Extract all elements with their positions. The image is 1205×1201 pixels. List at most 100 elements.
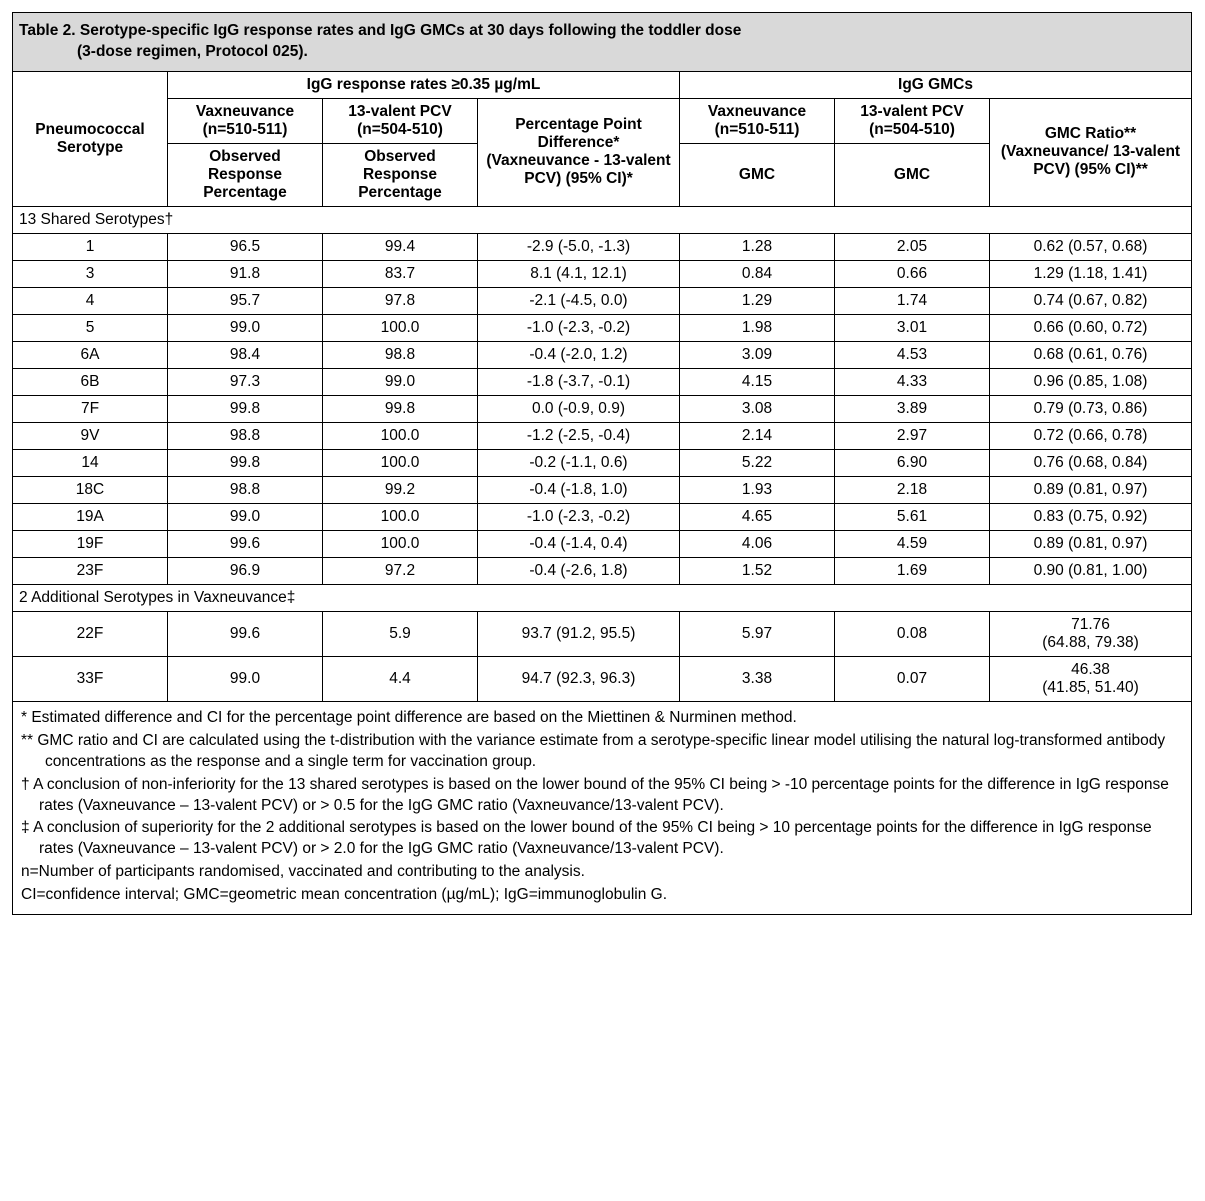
cell-vax-gmc: 5.97 (680, 611, 835, 656)
cell-pcv-pct: 4.4 (323, 656, 478, 701)
hdr-gmc1: GMC (680, 143, 835, 206)
cell-ratio: 0.89 (0.81, 0.97) (990, 476, 1192, 503)
table-row: 599.0100.0-1.0 (-2.3, -0.2)1.983.010.66 … (13, 314, 1192, 341)
cell-diff: 0.0 (-0.9, 0.9) (478, 395, 680, 422)
cell-pcv-gmc: 3.01 (835, 314, 990, 341)
cell-vax-gmc: 4.06 (680, 530, 835, 557)
footnote-f: CI=confidence interval; GMC=geometric me… (21, 885, 1183, 906)
cell-diff: -0.4 (-2.6, 1.8) (478, 557, 680, 584)
cell-pcv-pct: 100.0 (323, 314, 478, 341)
table-row: 19F99.6100.0-0.4 (-1.4, 0.4)4.064.590.89… (13, 530, 1192, 557)
cell-ratio: 0.62 (0.57, 0.68) (990, 233, 1192, 260)
cell-serotype: 3 (13, 260, 168, 287)
cell-diff: 94.7 (92.3, 96.3) (478, 656, 680, 701)
table-row: 1499.8100.0-0.2 (-1.1, 0.6)5.226.900.76 … (13, 449, 1192, 476)
cell-diff: -0.2 (-1.1, 0.6) (478, 449, 680, 476)
cell-vax-pct: 99.6 (168, 611, 323, 656)
hdr-vax-rates: Vaxneuvance (n=510-511) (168, 98, 323, 143)
cell-vax-pct: 99.8 (168, 395, 323, 422)
table-row: 9V98.8100.0-1.2 (-2.5, -0.4)2.142.970.72… (13, 422, 1192, 449)
cell-pcv-gmc: 0.07 (835, 656, 990, 701)
table-row: 7F99.899.80.0 (-0.9, 0.9)3.083.890.79 (0… (13, 395, 1192, 422)
cell-vax-pct: 91.8 (168, 260, 323, 287)
cell-vax-pct: 99.8 (168, 449, 323, 476)
cell-pcv-pct: 99.4 (323, 233, 478, 260)
cell-pcv-pct: 99.0 (323, 368, 478, 395)
cell-vax-gmc: 0.84 (680, 260, 835, 287)
cell-serotype: 5 (13, 314, 168, 341)
table-row: 196.599.4-2.9 (-5.0, -1.3)1.282.050.62 (… (13, 233, 1192, 260)
table-row: 18C98.899.2-0.4 (-1.8, 1.0)1.932.180.89 … (13, 476, 1192, 503)
cell-pcv-gmc: 2.05 (835, 233, 990, 260)
cell-pcv-pct: 98.8 (323, 341, 478, 368)
cell-ratio: 0.83 (0.75, 0.92) (990, 503, 1192, 530)
cell-vax-pct: 96.9 (168, 557, 323, 584)
cell-pcv-pct: 99.2 (323, 476, 478, 503)
cell-vax-gmc: 3.08 (680, 395, 835, 422)
cell-vax-pct: 99.0 (168, 314, 323, 341)
hdr-serotype: Pneumococcal Serotype (13, 71, 168, 206)
cell-ratio: 0.90 (0.81, 1.00) (990, 557, 1192, 584)
hdr-gmcs: IgG GMCs (680, 71, 1192, 98)
cell-ratio: 0.89 (0.81, 0.97) (990, 530, 1192, 557)
cell-diff: 93.7 (91.2, 95.5) (478, 611, 680, 656)
table-row: 33F99.04.494.7 (92.3, 96.3)3.380.0746.38… (13, 656, 1192, 701)
cell-ratio: 0.68 (0.61, 0.76) (990, 341, 1192, 368)
cell-pcv-gmc: 0.66 (835, 260, 990, 287)
cell-serotype: 22F (13, 611, 168, 656)
cell-vax-pct: 97.3 (168, 368, 323, 395)
cell-diff: -2.9 (-5.0, -1.3) (478, 233, 680, 260)
cell-vax-pct: 99.0 (168, 656, 323, 701)
title-line1: Table 2. Serotype-specific IgG response … (19, 22, 741, 39)
cell-vax-gmc: 3.09 (680, 341, 835, 368)
cell-pcv-gmc: 4.33 (835, 368, 990, 395)
cell-pcv-pct: 99.8 (323, 395, 478, 422)
table-row: 495.797.8-2.1 (-4.5, 0.0)1.291.740.74 (0… (13, 287, 1192, 314)
cell-vax-gmc: 5.22 (680, 449, 835, 476)
cell-pcv-pct: 100.0 (323, 503, 478, 530)
hdr-rates: IgG response rates ≥0.35 µg/mL (168, 71, 680, 98)
cell-serotype: 19F (13, 530, 168, 557)
cell-diff: -1.0 (-2.3, -0.2) (478, 503, 680, 530)
cell-vax-pct: 95.7 (168, 287, 323, 314)
cell-pcv-gmc: 1.69 (835, 557, 990, 584)
cell-vax-gmc: 1.28 (680, 233, 835, 260)
cell-vax-gmc: 1.29 (680, 287, 835, 314)
cell-ratio: 46.38(41.85, 51.40) (990, 656, 1192, 701)
cell-vax-pct: 98.8 (168, 422, 323, 449)
cell-pcv-pct: 100.0 (323, 422, 478, 449)
cell-ratio: 71.76(64.88, 79.38) (990, 611, 1192, 656)
cell-vax-gmc: 3.38 (680, 656, 835, 701)
cell-diff: -1.8 (-3.7, -0.1) (478, 368, 680, 395)
cell-serotype: 4 (13, 287, 168, 314)
cell-pcv-gmc: 2.18 (835, 476, 990, 503)
cell-pcv-gmc: 6.90 (835, 449, 990, 476)
cell-diff: -0.4 (-1.4, 0.4) (478, 530, 680, 557)
table-row: 19A99.0100.0-1.0 (-2.3, -0.2)4.655.610.8… (13, 503, 1192, 530)
title-line2: (3-dose regimen, Protocol 025). (19, 43, 308, 60)
cell-pcv-pct: 97.8 (323, 287, 478, 314)
footnote-d: ‡ A conclusion of superiority for the 2 … (21, 818, 1183, 860)
hdr-ratio: GMC Ratio** (Vaxneuvance/ 13-valent PCV)… (990, 98, 1192, 206)
cell-ratio: 0.66 (0.60, 0.72) (990, 314, 1192, 341)
cell-vax-pct: 98.4 (168, 341, 323, 368)
footnote-b: ** GMC ratio and CI are calculated using… (21, 731, 1183, 773)
hdr-obs1: Observed Response Percentage (168, 143, 323, 206)
cell-pcv-gmc: 0.08 (835, 611, 990, 656)
cell-vax-pct: 98.8 (168, 476, 323, 503)
cell-serotype: 23F (13, 557, 168, 584)
cell-pcv-gmc: 3.89 (835, 395, 990, 422)
footnote-a: * Estimated difference and CI for the pe… (21, 708, 1183, 729)
cell-vax-pct: 96.5 (168, 233, 323, 260)
hdr-pcv-gmc: 13-valent PCV (n=504-510) (835, 98, 990, 143)
table-title: Table 2. Serotype-specific IgG response … (13, 13, 1192, 72)
cell-ratio: 0.79 (0.73, 0.86) (990, 395, 1192, 422)
table-row: 23F96.997.2-0.4 (-2.6, 1.8)1.521.690.90 … (13, 557, 1192, 584)
cell-diff: -1.0 (-2.3, -0.2) (478, 314, 680, 341)
data-table: Table 2. Serotype-specific IgG response … (12, 12, 1192, 915)
hdr-ppd: Percentage Point Difference* (Vaxneuvanc… (478, 98, 680, 206)
cell-pcv-pct: 100.0 (323, 530, 478, 557)
cell-vax-gmc: 4.65 (680, 503, 835, 530)
footnotes: * Estimated difference and CI for the pe… (13, 701, 1192, 914)
hdr-vax-gmc: Vaxneuvance (n=510-511) (680, 98, 835, 143)
